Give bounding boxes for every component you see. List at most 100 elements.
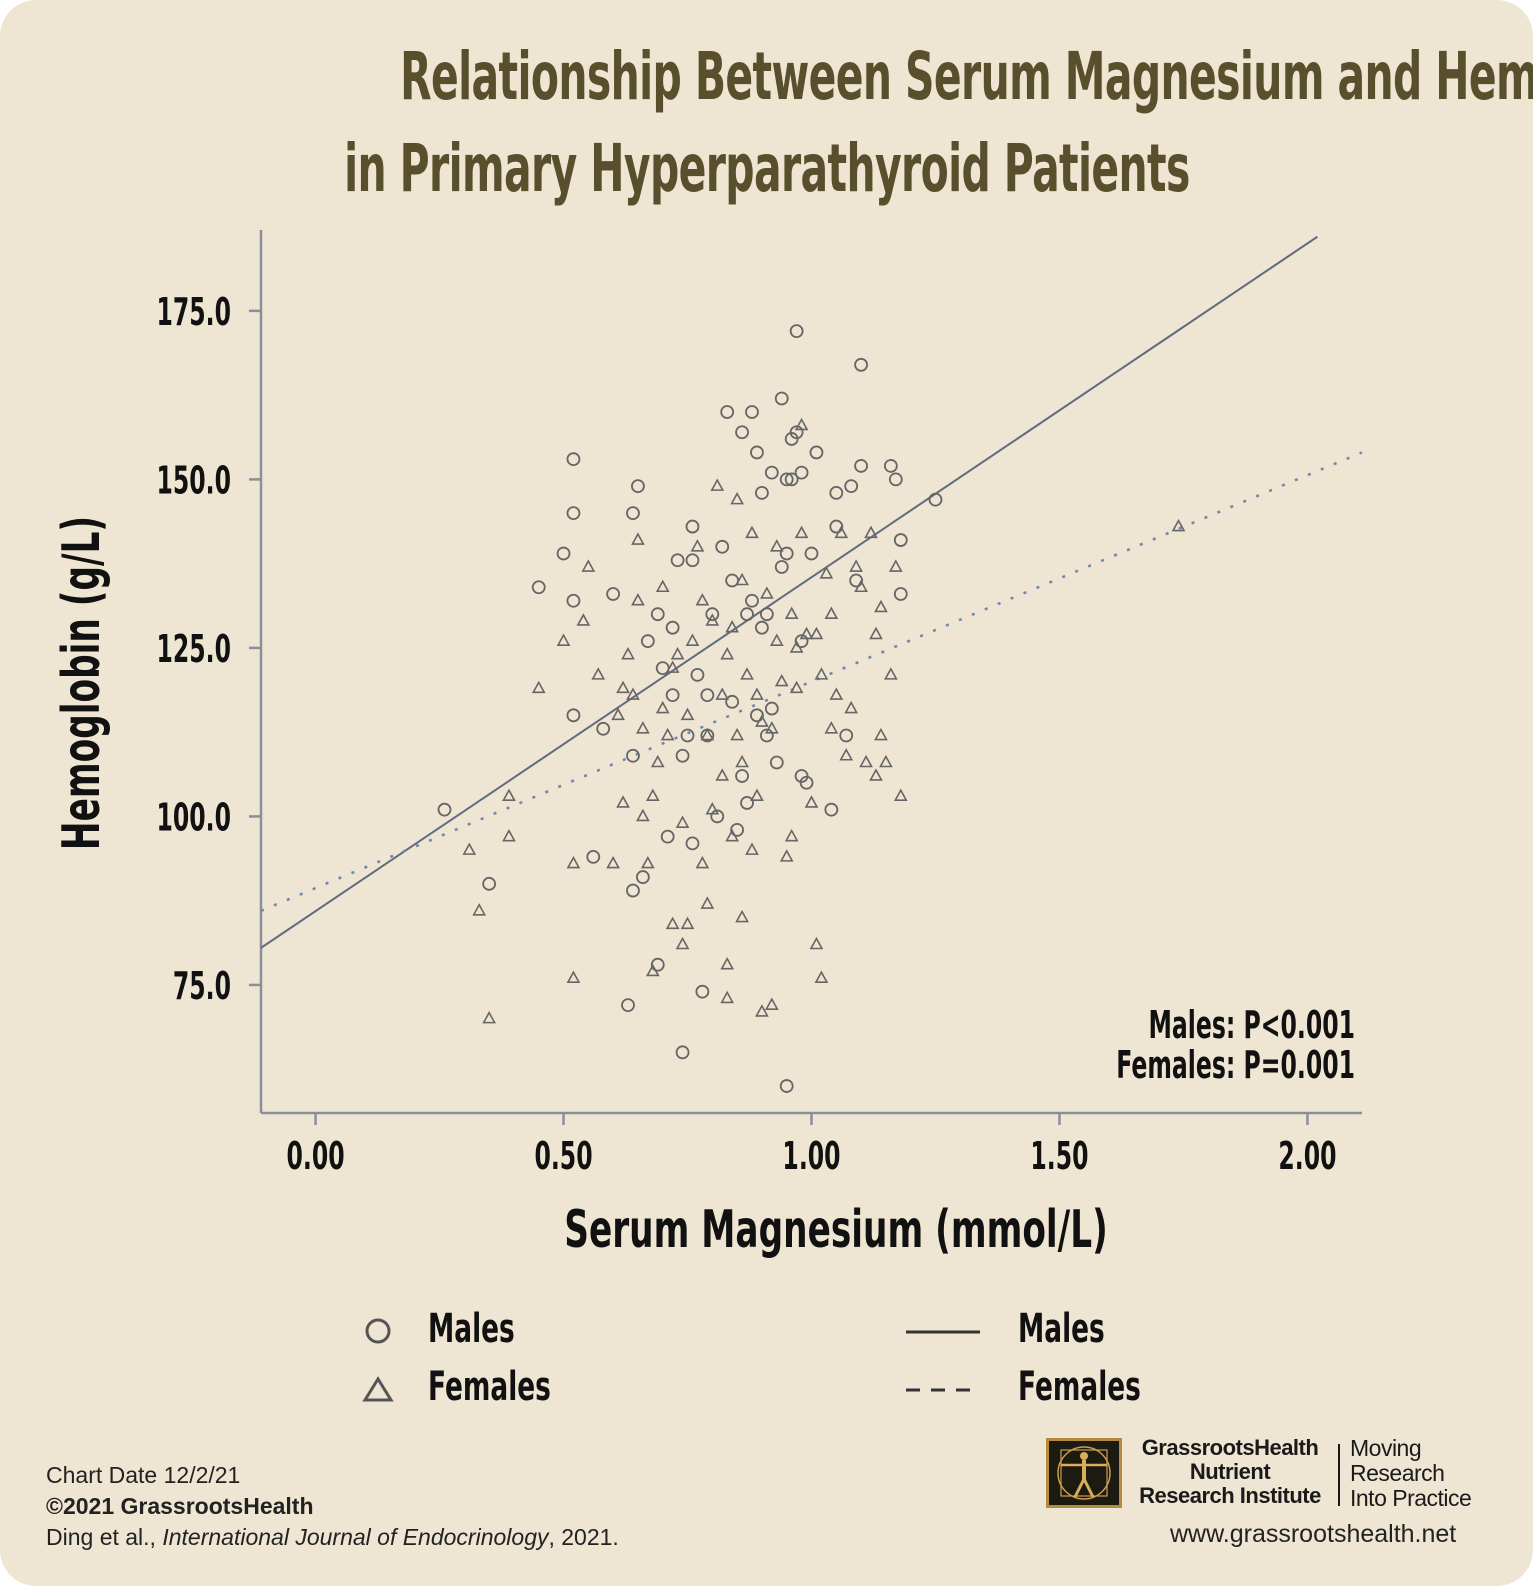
female-data-point — [888, 559, 903, 572]
female-data-point — [784, 828, 799, 842]
male-data-point — [621, 998, 635, 1013]
female-data-point — [883, 667, 898, 680]
org-line-1: GrassrootsHealth — [1141, 1435, 1319, 1460]
male-data-point — [779, 546, 794, 561]
male-data-point — [764, 701, 779, 716]
legend-label-males-line: Males — [1018, 1306, 1105, 1352]
male-data-point — [635, 870, 650, 884]
female-data-point — [566, 970, 581, 983]
male-data-point — [735, 425, 749, 440]
male-data-point — [883, 459, 898, 473]
female-data-point — [725, 828, 740, 842]
male-data-point — [566, 506, 581, 520]
male-data-point — [928, 492, 943, 507]
female-data-point — [794, 417, 809, 431]
female-data-point — [844, 700, 859, 714]
male-data-point — [779, 1079, 794, 1093]
male-data-point — [720, 405, 735, 419]
female-data-point — [879, 754, 893, 768]
female-data-point — [859, 754, 873, 768]
male-data-point — [730, 823, 745, 837]
x-tick-label: 0.50 — [534, 1135, 592, 1178]
female-data-point — [631, 532, 645, 545]
male-data-point — [844, 479, 859, 494]
female-data-point — [784, 606, 799, 620]
female-data-point — [680, 916, 695, 930]
female-data-point — [804, 795, 819, 808]
female-data-point — [735, 754, 749, 768]
male-data-point — [759, 607, 774, 622]
female-data-point — [626, 687, 640, 700]
logo-divider — [1338, 1444, 1340, 1506]
female-data-point — [705, 613, 720, 626]
male-data-point — [893, 587, 908, 601]
male-data-point — [774, 391, 789, 406]
female-data-point — [799, 626, 814, 640]
female-data-point — [814, 667, 829, 680]
footer-credits: Chart Date 12/2/21 ©2021 GrassrootsHealt… — [46, 1460, 619, 1553]
tagline: Moving Research Into Practice — [1350, 1435, 1472, 1511]
p-value-annotation: Females: P=0.001 — [1116, 1044, 1355, 1087]
male-data-point — [531, 580, 546, 595]
female-data-point — [685, 633, 700, 646]
male-data-point — [566, 593, 581, 608]
citation-journal: International Journal of Endocrinology — [162, 1524, 549, 1550]
male-data-point — [665, 688, 680, 702]
male-data-point — [650, 607, 665, 622]
female-data-point — [869, 626, 883, 640]
female-data-point — [502, 828, 516, 842]
female-data-point — [715, 768, 730, 781]
female-data-point — [621, 646, 635, 660]
data-points — [437, 324, 1186, 1093]
female-data-point — [809, 626, 824, 640]
male-data-point — [789, 425, 804, 440]
female-data-point — [864, 525, 878, 539]
legend-line-icons — [906, 1330, 980, 1392]
female-data-point — [502, 788, 516, 801]
female-data-point — [824, 606, 839, 620]
male-data-point — [437, 802, 452, 817]
male-data-point — [755, 620, 769, 635]
org-line-3: Research Institute — [1139, 1483, 1321, 1508]
female-data-point — [715, 687, 730, 700]
female-data-point — [834, 525, 849, 539]
tagline-line-1: Moving — [1350, 1435, 1422, 1461]
male-data-point — [675, 1045, 690, 1060]
website-link[interactable]: www.grassrootshealth.net — [1170, 1520, 1457, 1548]
male-data-point — [745, 593, 759, 608]
male-data-point — [764, 465, 779, 480]
male-data-point — [799, 775, 814, 790]
female-data-point — [710, 478, 725, 491]
female-data-point — [645, 963, 660, 977]
male-data-point — [809, 445, 824, 460]
female-data-point — [655, 579, 670, 593]
female-data-point — [720, 646, 735, 660]
male-data-point — [660, 829, 675, 844]
female-data-point — [482, 1010, 496, 1024]
y-tick-label: 75.0 — [173, 965, 231, 1008]
p-value-annotation: Males: P<0.001 — [1148, 1004, 1355, 1047]
x-tick-label: 1.50 — [1030, 1135, 1088, 1178]
male-data-point — [769, 755, 784, 770]
citation-year: , 2021. — [548, 1524, 619, 1550]
female-data-point — [636, 808, 650, 822]
female-data-point — [660, 727, 675, 741]
male-data-point — [849, 573, 864, 588]
female-data-point — [789, 680, 804, 694]
male-data-point — [695, 984, 710, 999]
female-data-point — [720, 957, 735, 970]
male-data-point — [675, 748, 690, 763]
title-line-2: in Primary Hyperparathyroid Patients — [343, 130, 1190, 207]
male-data-point — [735, 769, 749, 783]
axes — [249, 230, 1362, 1125]
male-data-point — [784, 472, 799, 487]
male-data-point — [690, 667, 705, 682]
male-data-point — [774, 560, 789, 574]
male-data-point — [839, 728, 854, 743]
male-data-point — [626, 506, 640, 520]
female-data-point — [556, 633, 571, 646]
female-data-point — [764, 997, 779, 1010]
male-data-point — [740, 796, 754, 810]
female-data-point — [665, 916, 680, 930]
